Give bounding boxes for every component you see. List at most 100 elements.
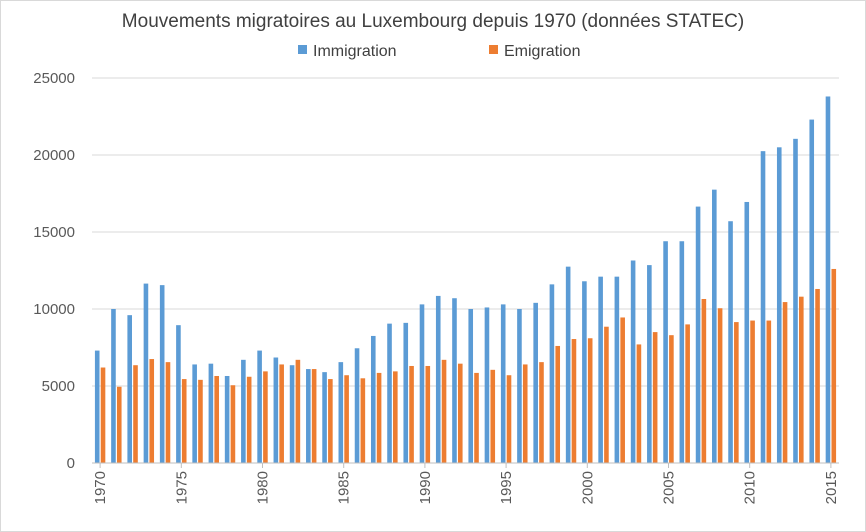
y-tick-label: 15000 (33, 224, 75, 241)
bar-immigration-2004 (647, 265, 652, 463)
bar-immigration-2003 (630, 260, 636, 463)
bar-immigration-2006 (679, 241, 685, 463)
legend: Immigration Emigration (298, 43, 580, 60)
bar-emigration-2012 (782, 302, 788, 463)
y-tick-label: 20000 (33, 147, 75, 164)
bar-emigration-2009 (734, 322, 739, 463)
bar-emigration-2000 (587, 338, 593, 463)
bar-immigration-2012 (776, 147, 782, 464)
bar-emigration-2007 (701, 298, 707, 463)
bar-emigration-1984 (328, 379, 333, 463)
bar-emigration-1979 (246, 376, 252, 463)
bar-immigration-2014 (809, 119, 815, 463)
bar-immigration-1998 (549, 284, 555, 463)
bar-emigration-1972 (133, 365, 138, 463)
bar-emigration-2005 (669, 335, 674, 463)
bar-emigration-1999 (571, 339, 577, 463)
bar-immigration-1980 (257, 350, 262, 463)
bar-immigration-1979 (241, 359, 246, 463)
bars (94, 96, 837, 464)
bar-emigration-1991 (441, 359, 447, 463)
bar-immigration-1992 (452, 298, 457, 463)
bar-immigration-2007 (695, 206, 701, 463)
bar-immigration-1970 (94, 350, 100, 463)
bar-emigration-1997 (539, 362, 544, 463)
bar-immigration-1978 (224, 375, 230, 463)
bar-immigration-1986 (354, 348, 360, 463)
bar-emigration-1971 (116, 386, 122, 463)
bar-emigration-2013 (799, 296, 804, 463)
bar-emigration-2008 (717, 308, 723, 463)
bar-emigration-1973 (149, 359, 155, 463)
bar-immigration-2002 (614, 276, 620, 463)
bar-emigration-1986 (360, 378, 366, 463)
bar-immigration-1985 (338, 362, 344, 463)
y-tick-label: 5000 (42, 378, 75, 395)
bar-immigration-2015 (825, 96, 831, 463)
bar-immigration-2005 (663, 241, 668, 463)
bar-emigration-1983 (311, 369, 317, 463)
bar-immigration-1990 (419, 304, 425, 463)
x-tick-label: 2015 (823, 471, 840, 504)
bar-immigration-1994 (484, 307, 490, 463)
x-tick-label: 1980 (255, 471, 272, 504)
bar-emigration-2001 (604, 326, 609, 463)
bar-immigration-2001 (598, 276, 603, 463)
bar-immigration-1995 (500, 304, 506, 463)
bar-immigration-1993 (468, 309, 474, 463)
legend-label-immigration: Immigration (313, 43, 397, 60)
gridlines (92, 77, 839, 387)
bar-emigration-1970 (100, 367, 106, 463)
bar-immigration-1983 (306, 369, 311, 463)
bar-emigration-1977 (214, 375, 219, 463)
bar-immigration-1973 (143, 283, 149, 463)
bar-emigration-1989 (409, 365, 414, 463)
legend-label-emigration: Emigration (504, 43, 580, 60)
bar-immigration-1991 (435, 295, 441, 463)
x-tick-label: 2000 (579, 471, 596, 504)
bar-emigration-2006 (685, 324, 690, 463)
bar-immigration-1971 (111, 309, 116, 463)
bar-immigration-1974 (159, 285, 165, 463)
bar-immigration-2010 (744, 201, 750, 463)
bar-immigration-1999 (565, 266, 571, 463)
bar-emigration-2010 (750, 320, 755, 463)
bar-emigration-1981 (279, 364, 284, 463)
bar-emigration-1975 (181, 379, 187, 463)
legend-swatch-emigration (489, 45, 498, 54)
bar-immigration-1977 (208, 363, 214, 463)
y-axis: 0 5000 10000 15000 20000 25000 (33, 70, 75, 472)
bar-immigration-1987 (370, 335, 376, 463)
bar-immigration-1981 (273, 357, 279, 463)
bar-immigration-2008 (712, 189, 717, 463)
x-axis: 1970 1975 1980 1985 1990 1995 2000 2005 2010 2015 (92, 463, 840, 504)
chart-title: Mouvements migratoires au Luxembourg dep… (122, 11, 744, 32)
bar-emigration-1992 (457, 363, 463, 463)
x-tick-label: 2005 (660, 471, 677, 504)
bar-emigration-1987 (376, 372, 382, 463)
bar-emigration-2002 (620, 317, 625, 463)
bar-emigration-1980 (263, 371, 268, 463)
y-tick-label: 10000 (33, 301, 75, 318)
bar-immigration-1997 (533, 302, 538, 463)
bar-immigration-2009 (728, 221, 733, 463)
y-tick-label: 25000 (33, 70, 75, 87)
legend-item-emigration[interactable]: Emigration (489, 43, 580, 60)
bar-immigration-2013 (793, 138, 798, 463)
x-tick-label: 2010 (742, 471, 759, 504)
bar-emigration-1995 (506, 375, 512, 463)
bar-immigration-1984 (322, 372, 327, 463)
bar-emigration-1994 (490, 369, 496, 463)
bar-emigration-2014 (815, 288, 820, 463)
x-tick-label: 1985 (336, 471, 353, 504)
bar-emigration-1988 (393, 371, 398, 463)
legend-item-immigration[interactable]: Immigration (298, 43, 397, 60)
bar-emigration-1996 (522, 364, 528, 463)
bar-emigration-1982 (295, 359, 301, 463)
bar-immigration-1972 (127, 315, 132, 463)
x-tick-label: 1975 (173, 471, 190, 504)
bar-emigration-2003 (636, 344, 642, 463)
bar-immigration-2000 (582, 281, 587, 463)
bar-immigration-1975 (176, 325, 181, 463)
